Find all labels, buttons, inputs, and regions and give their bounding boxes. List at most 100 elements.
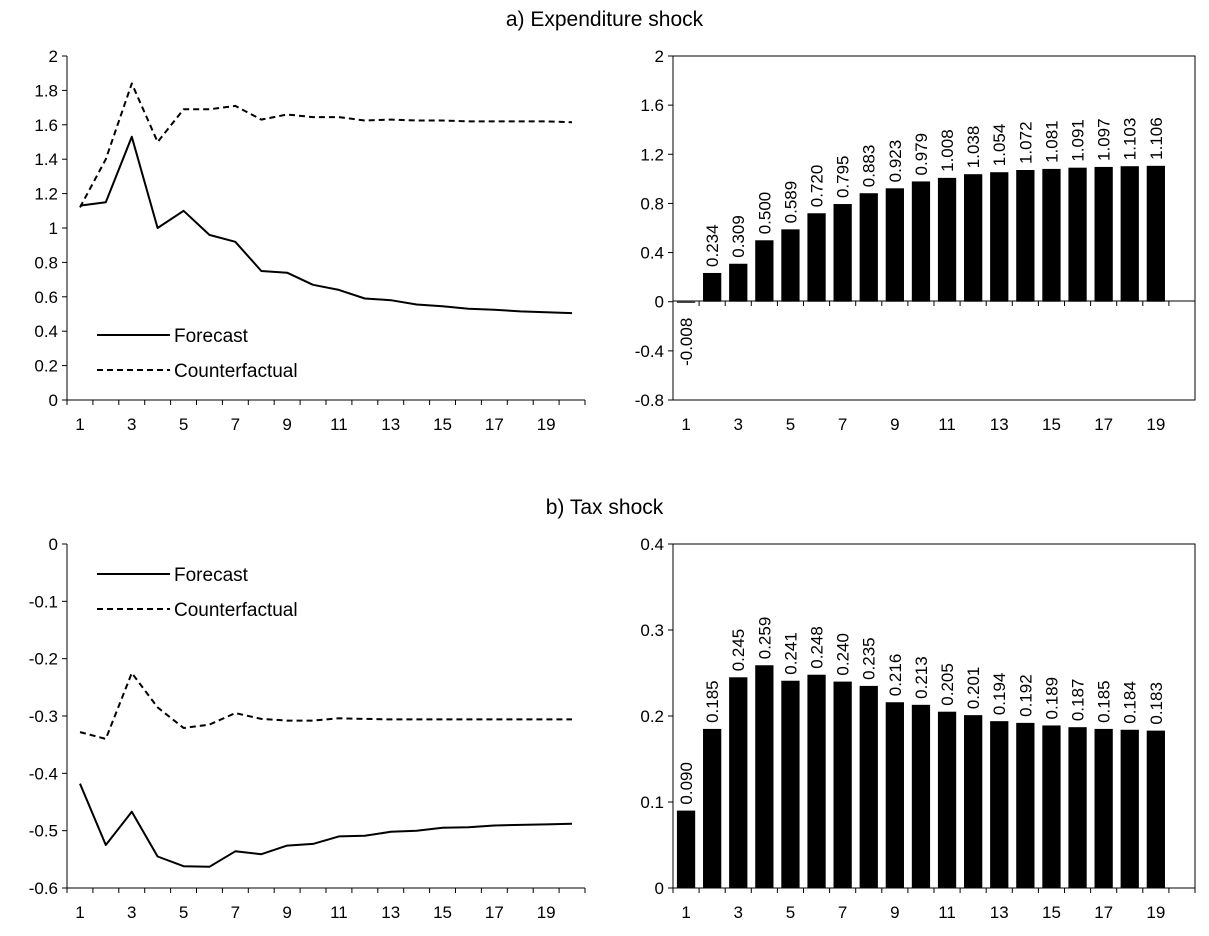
x-tick-label: 5: [179, 903, 188, 922]
data-label: 0.720: [808, 165, 827, 208]
x-tick-label: 9: [282, 903, 291, 922]
plot-frame: [672, 543, 1196, 889]
bar: [729, 263, 748, 302]
y-tick-label: 0.1: [640, 793, 664, 812]
bar: [755, 240, 774, 302]
data-label: 0.235: [860, 637, 879, 680]
y-tick-label: 0.8: [640, 194, 664, 213]
bar: [1042, 168, 1061, 302]
x-tick-label: 11: [330, 903, 348, 922]
series-line-counterfactual: [79, 82, 573, 208]
x-tick-label: 19: [537, 903, 556, 922]
data-label: 0.589: [781, 181, 800, 224]
bar: [964, 174, 983, 302]
chart-a-left: 00.20.40.60.811.21.41.61.821 3 5 7 9 11 13 15 17…: [34, 47, 586, 434]
legend-label-counterfactual: Counterfactual: [174, 600, 298, 621]
y-tick-label: 0: [49, 391, 58, 410]
y-tick-label: 0: [655, 879, 664, 898]
data-label: 0.795: [834, 155, 853, 198]
legend-label-forecast: Forecast: [174, 326, 249, 347]
data-label: 0.187: [1069, 679, 1088, 722]
data-label: 1.091: [1069, 119, 1088, 162]
y-tick-label: -0.2: [29, 650, 58, 669]
data-label: 1.038: [964, 126, 983, 169]
bar: [911, 181, 931, 302]
series-line-forecast: [79, 135, 573, 315]
y-tick-label: 0.3: [640, 621, 664, 640]
bar: [703, 272, 722, 302]
y-tick-label: -0.3: [29, 707, 58, 726]
y-tick-label: 0: [49, 535, 58, 554]
y-tick-label: 2: [49, 47, 58, 66]
x-tick-label: 11: [330, 415, 348, 434]
bar: [859, 685, 878, 888]
data-label: 0.883: [860, 145, 879, 188]
y-tick-label: 1.6: [34, 116, 58, 135]
data-label: 0.500: [755, 192, 774, 235]
x-tick-label: 13: [381, 903, 400, 922]
bar: [990, 172, 1009, 302]
y-tick-label: 0.4: [640, 535, 664, 554]
bar: [833, 681, 852, 888]
bar: [1016, 170, 1035, 302]
series-line-forecast: [79, 783, 573, 868]
x-tick-label: 1: [75, 415, 84, 434]
x-tick-label: 7: [838, 903, 847, 922]
bar: [937, 177, 957, 302]
x-tick-label: 7: [838, 415, 847, 434]
y-tick-label: 0.6: [34, 288, 58, 307]
data-label: 0.184: [1121, 681, 1140, 724]
x-tick-label: 7: [231, 415, 240, 434]
data-label: 0.259: [755, 617, 774, 660]
data-label: 0.245: [729, 629, 748, 672]
data-label: 1.103: [1121, 118, 1140, 161]
data-label: 0.192: [1016, 674, 1035, 717]
x-tick-label: 13: [990, 903, 1009, 922]
bar: [1068, 727, 1087, 888]
x-tick-label: 5: [786, 415, 795, 434]
legend-label-counterfactual: Counterfactual: [174, 361, 298, 382]
bar: [1120, 166, 1139, 302]
x-tick-label: 17: [1094, 903, 1113, 922]
bar: [885, 702, 904, 888]
x-tick-label: 15: [1042, 903, 1061, 922]
data-label: 0.979: [912, 133, 931, 176]
y-tick-label: 2: [655, 47, 664, 66]
bar: [807, 213, 826, 302]
data-label: 1.054: [990, 124, 1009, 167]
chart-b-right: 00.10.20.30.41 3 5 7 9 11 13 15 17 190.0900.1850.…: [640, 535, 1196, 922]
y-tick-label: 1.4: [34, 150, 58, 169]
bar: [1120, 729, 1139, 888]
y-tick-label: 0.8: [34, 253, 58, 272]
bar: [1042, 725, 1061, 888]
x-tick-label: 3: [734, 415, 743, 434]
y-tick-label: 1: [49, 219, 58, 238]
y-tick-label: -0.5: [29, 822, 58, 841]
data-label: 1.008: [938, 129, 957, 172]
y-tick-label: -0.8: [635, 391, 664, 410]
data-label: -0.008: [677, 318, 696, 366]
y-tick-label: 1.2: [34, 185, 58, 204]
y-tick-label: 0.2: [34, 357, 58, 376]
bar: [964, 715, 983, 888]
data-label: 0.189: [1042, 677, 1061, 720]
data-label: 0.234: [703, 224, 722, 267]
series-line-counterfactual: [79, 672, 572, 740]
x-tick-label: 11: [938, 903, 956, 922]
y-tick-label: -0.4: [29, 764, 58, 783]
bar: [1146, 730, 1165, 888]
bar: [990, 721, 1009, 888]
bar: [937, 711, 957, 888]
data-label: 0.213: [912, 656, 931, 699]
bar: [1094, 728, 1113, 888]
data-label: 0.241: [781, 632, 800, 675]
x-tick-label: 13: [381, 415, 400, 434]
x-tick-label: 15: [433, 903, 452, 922]
x-tick-label: 9: [282, 415, 291, 434]
section-title-expenditure: a) Expenditure shock: [505, 8, 704, 31]
bar: [807, 674, 826, 888]
data-label: 1.072: [1016, 121, 1035, 164]
bar: [676, 810, 696, 888]
data-label: 1.081: [1042, 120, 1061, 163]
